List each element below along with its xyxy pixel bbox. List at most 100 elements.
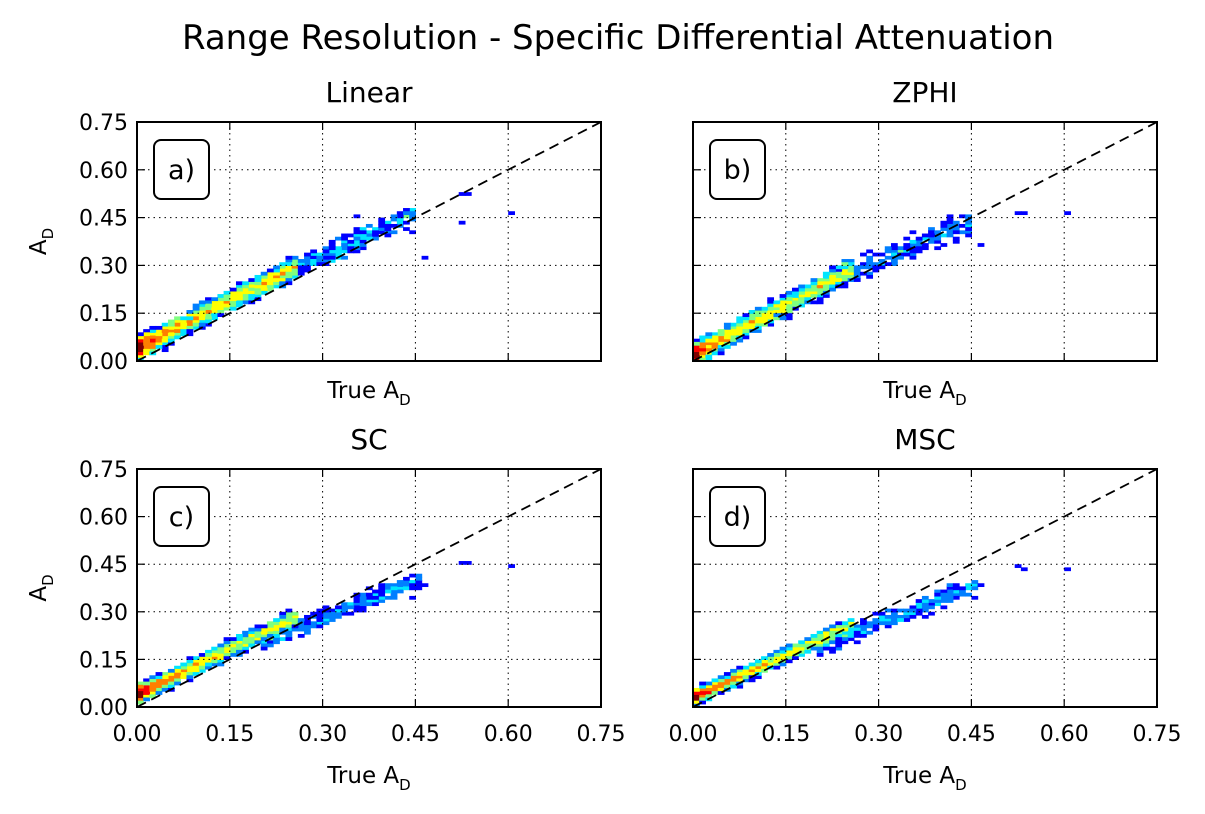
- heatmap-bin: [198, 322, 206, 327]
- heatmap-bin: [198, 656, 206, 660]
- heatmap-bin: [736, 329, 744, 333]
- heatmap-bin: [285, 255, 293, 260]
- heatmap-bin: [372, 233, 379, 238]
- heatmap-bin: [952, 236, 960, 241]
- heatmap-bin: [235, 637, 243, 641]
- y-axis-label: AD: [26, 574, 57, 601]
- heatmap-bin: [205, 319, 212, 324]
- heatmap-bin: [965, 214, 972, 219]
- x-tick-label: 0.45: [947, 722, 996, 747]
- heatmap-bin: [167, 329, 175, 333]
- heatmap-bin: [835, 627, 843, 632]
- one-to-one-reference-line: [137, 469, 601, 707]
- heatmap-bin: [390, 595, 398, 600]
- heatmap-bin: [217, 313, 225, 317]
- heatmap-bin: [767, 310, 775, 314]
- heatmap-bin: [161, 335, 169, 340]
- heatmap-bin: [754, 316, 762, 321]
- heatmap-bin: [915, 239, 923, 244]
- heatmap-bin: [137, 351, 144, 356]
- heatmap-bin: [205, 662, 212, 667]
- heatmap-bin: [1014, 564, 1022, 568]
- heatmap-bin: [928, 230, 935, 235]
- heatmap-bin: [266, 287, 274, 292]
- heatmap-bin: [810, 634, 818, 638]
- heatmap-bin: [1064, 211, 1071, 216]
- heatmap-bin: [378, 220, 386, 225]
- heatmap-bin: [730, 681, 737, 686]
- y-tick-label: 0.30: [79, 254, 128, 279]
- heatmap-bin: [248, 281, 256, 286]
- heatmap-bin: [959, 223, 966, 228]
- heatmap-bin: [248, 278, 256, 282]
- heatmap-bin: [717, 684, 725, 689]
- heatmap-bin: [785, 659, 793, 664]
- heatmap-bin: [785, 300, 793, 305]
- heatmap-bin: [835, 634, 843, 638]
- heatmap-bin: [791, 646, 799, 651]
- heatmap-bin: [773, 313, 781, 317]
- heatmap-bin: [235, 649, 243, 654]
- heatmap-bin: [841, 640, 849, 645]
- heatmap-bin: [149, 684, 157, 689]
- heatmap-bin: [779, 646, 787, 651]
- heatmap-bin: [508, 564, 515, 568]
- heatmap-bin: [928, 233, 935, 238]
- heatmap-bin: [279, 278, 287, 282]
- heatmap-bin: [279, 637, 287, 641]
- heatmap-bin: [248, 290, 256, 295]
- heatmap-bin: [897, 246, 904, 251]
- heatmap-bin: [137, 341, 144, 346]
- heatmap-bin: [928, 611, 935, 616]
- axes-frame: [136, 468, 602, 708]
- heatmap-bin: [940, 595, 948, 600]
- heatmap-bin: [829, 284, 836, 289]
- heatmap-bin: [304, 265, 311, 270]
- heatmap-bin: [903, 611, 911, 616]
- heatmap-bin: [872, 621, 880, 626]
- heatmap-bin: [761, 665, 768, 670]
- heatmap-bin: [798, 640, 805, 645]
- heatmap-bin: [205, 649, 212, 654]
- heatmap-bin: [934, 236, 942, 241]
- heatmap-bin: [730, 322, 737, 327]
- heatmap-bin: [841, 637, 849, 641]
- heatmap-bin: [841, 274, 849, 279]
- heatmap-bin: [829, 649, 836, 654]
- heatmap-bin: [359, 227, 367, 231]
- heatmap-bin: [396, 214, 404, 219]
- heatmap-bin: [378, 592, 386, 597]
- heatmap-bin: [260, 284, 268, 289]
- heatmap-bin: [890, 246, 898, 251]
- heatmap-bin: [143, 681, 150, 686]
- heatmap-bin: [761, 310, 768, 314]
- heatmap-bin: [816, 640, 824, 645]
- heatmap-bin: [254, 634, 262, 638]
- heatmap-bin: [266, 621, 274, 626]
- heatmap-bin: [149, 341, 157, 346]
- heatmap-bin: [322, 246, 330, 251]
- heatmap-bin: [946, 233, 954, 238]
- heatmap-bin: [180, 662, 188, 667]
- heatmap-bin: [248, 287, 256, 292]
- heatmap-bin: [334, 614, 342, 619]
- heatmap-bin: [359, 592, 367, 597]
- heatmap-bin: [322, 605, 330, 610]
- heatmap-bin: [940, 223, 948, 228]
- heatmap-bin: [816, 294, 824, 298]
- heatmap-bin: [742, 322, 750, 327]
- heatmap-bin: [711, 341, 719, 346]
- heatmap-bin: [965, 220, 972, 225]
- heatmap-bin: [798, 300, 805, 305]
- heatmap-bin: [884, 246, 892, 251]
- heatmap-bin: [841, 271, 849, 276]
- heatmap-bin: [390, 589, 398, 594]
- heatmap-bin: [341, 605, 348, 610]
- heatmap-bin: [853, 271, 861, 276]
- heatmap-bin: [384, 595, 392, 600]
- heatmap-bin: [971, 583, 979, 588]
- heatmap-bin: [841, 262, 849, 266]
- heatmap-bin: [705, 681, 713, 686]
- heatmap-bin: [699, 684, 706, 689]
- heatmap-bin: [717, 329, 725, 333]
